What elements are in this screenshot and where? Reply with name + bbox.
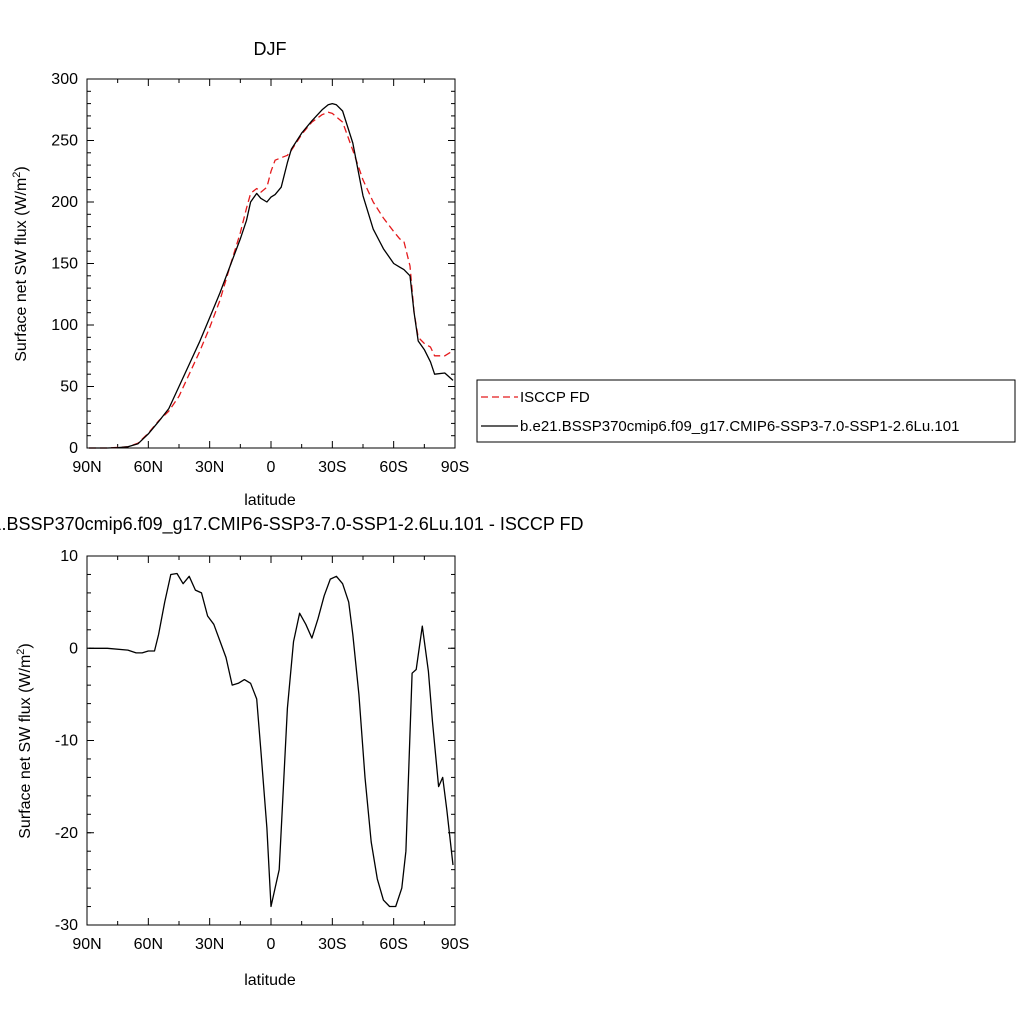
top-xtick-label: 60S	[379, 459, 407, 476]
bottom-xtick-label: 0	[267, 936, 276, 953]
bottom-ytick-label: 0	[69, 640, 78, 657]
top-xtick-label: 60N	[134, 459, 163, 476]
bottom-xtick-label: 30S	[318, 936, 346, 953]
legend-box	[476, 379, 1016, 443]
bottom-xtick-label: 60N	[134, 936, 163, 953]
bottom-xaxis-label: latitude	[244, 972, 296, 989]
top-yaxis-label-main: Surface net SW flux (W/m	[13, 178, 30, 362]
top-ytick-label: 200	[51, 194, 78, 211]
bottom-xtick-label: 60S	[379, 936, 407, 953]
bottom-yaxis-label-tail: )	[17, 643, 34, 648]
top-ytick-label: 0	[69, 440, 78, 457]
bottom-chart-title: b.e21.BSSP370cmip6.f09_g17.CMIP6-SSP3-7.…	[0, 514, 584, 535]
bottom-yaxis-label-main: Surface net SW flux (W/m	[17, 655, 34, 839]
top-ytick-label: 300	[51, 71, 78, 88]
bottom-panel: b.e21.BSSP370cmip6.f09_g17.CMIP6-SSP3-7.…	[0, 514, 584, 989]
top-ytick-label: 100	[51, 317, 78, 334]
bottom-yaxis-label-sup: 2	[15, 649, 27, 655]
bottom-xtick-label: 90S	[441, 936, 469, 953]
top-ytick-label: 50	[60, 379, 78, 396]
top-yaxis-label: Surface net SW flux (W/m2)	[11, 166, 30, 362]
bottom-xtick-label: 30N	[195, 936, 224, 953]
legend-label-model: b.e21.BSSP370cmip6.f09_g17.CMIP6-SSP3-7.…	[520, 418, 959, 435]
top-xtick-label: 90S	[441, 459, 469, 476]
legend-label-isccp: ISCCP FD	[520, 389, 590, 406]
top-plot-frame	[86, 78, 456, 449]
top-xtick-label: 0	[267, 459, 276, 476]
legend: ISCCP FD b.e21.BSSP370cmip6.f09_g17.CMIP…	[476, 379, 1016, 443]
bottom-axes: 90N 60N 30N 0 30S 60S 90S -30 -20 -10 0 10	[55, 548, 469, 953]
bottom-yaxis-label: Surface net SW flux (W/m2)	[15, 643, 34, 839]
bottom-ytick-label: -10	[55, 733, 78, 750]
bottom-ytick-label: -20	[55, 825, 78, 842]
top-series-line-isccp-fd	[89, 111, 454, 449]
bottom-xtick-label: 90N	[72, 936, 101, 953]
bottom-series-line-model	[89, 572, 454, 908]
top-xtick-label: 90N	[72, 459, 101, 476]
top-series-line-model	[89, 102, 454, 449]
top-chart-title: DJF	[254, 39, 287, 59]
top-panel: DJF 90N 60N 30N 0 30S 60S 90S 0 50 100 150 200 250 30…	[11, 39, 469, 509]
top-ytick-label: 250	[51, 133, 78, 150]
bottom-plot-frame	[86, 555, 456, 926]
top-yaxis-label-sup: 2	[11, 172, 23, 178]
top-ytick-label: 150	[51, 256, 78, 273]
top-axes: 90N 60N 30N 0 30S 60S 90S 0 50 100 150 200 250 300	[51, 71, 469, 476]
top-yaxis-label-tail: )	[13, 166, 30, 171]
top-xaxis-label: latitude	[244, 492, 296, 509]
bottom-ytick-label: -30	[55, 917, 78, 934]
bottom-ytick-label: 10	[60, 548, 78, 565]
top-xtick-label: 30S	[318, 459, 346, 476]
top-xtick-label: 30N	[195, 459, 224, 476]
